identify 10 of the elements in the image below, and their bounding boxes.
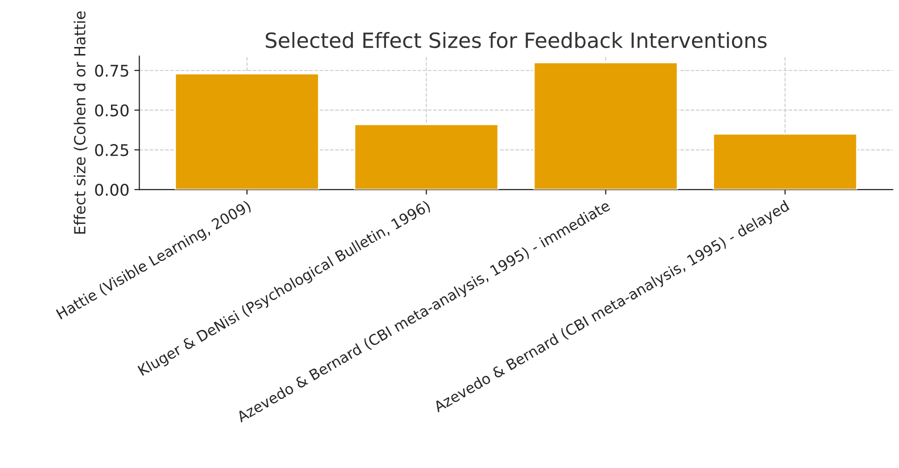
y-tick-label: 0.00 xyxy=(95,184,129,196)
y-tick-label: 0.25 xyxy=(95,144,128,156)
y-tick-label: 0.50 xyxy=(95,104,129,116)
bar xyxy=(533,62,678,190)
y-tick-label: 0.75 xyxy=(95,64,128,77)
bar xyxy=(712,133,858,190)
chart-title: Selected Effect Sizes for Feedback Interventions xyxy=(266,32,767,48)
y-axis-title: Effect size (Cohen d or Hattie xyxy=(74,11,88,234)
bar xyxy=(174,72,320,190)
bar xyxy=(354,124,499,190)
